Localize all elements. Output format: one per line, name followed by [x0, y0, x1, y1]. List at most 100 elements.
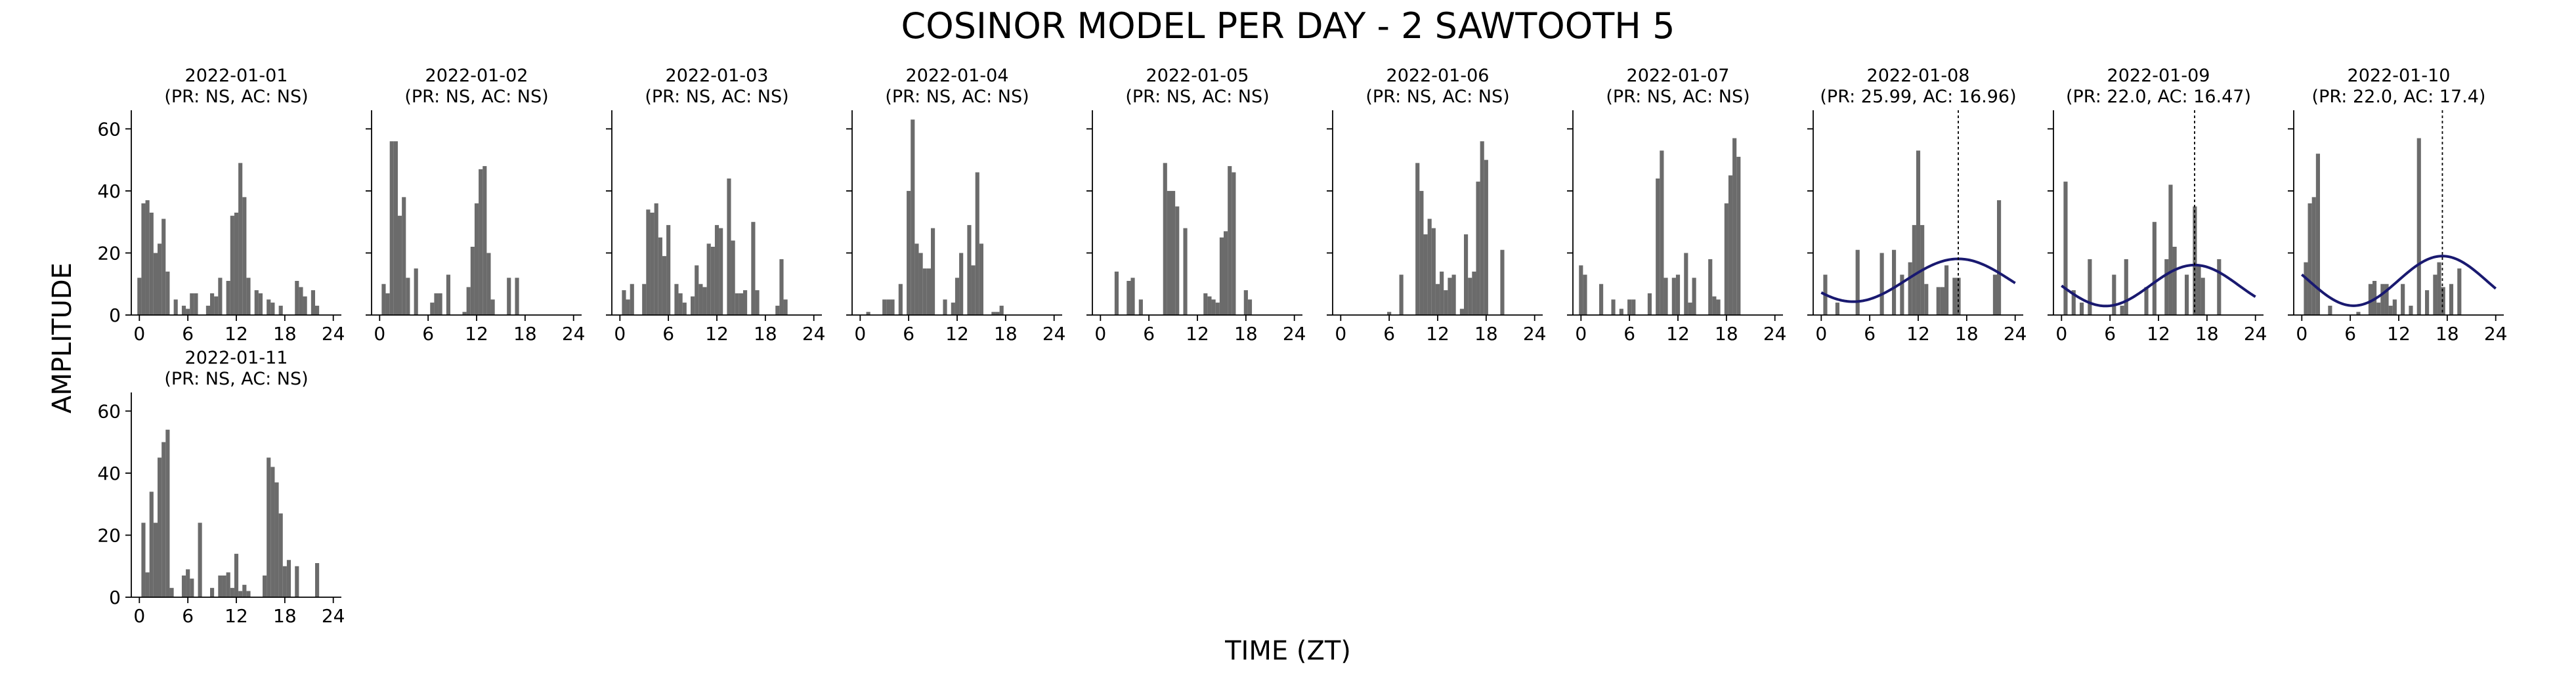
bar: [1944, 265, 1949, 315]
x-tick-label: 18: [994, 323, 1018, 345]
bar: [1908, 262, 1912, 315]
bar: [181, 575, 186, 597]
day-panel: 2022-01-05(PR: NS, AC: NS) 0 6 12 18 24: [1086, 66, 1306, 345]
bar: [2168, 184, 2173, 315]
bar: [866, 312, 870, 315]
bar: [153, 522, 158, 597]
bar: [230, 587, 234, 597]
bar: [161, 219, 166, 315]
bar: [2388, 305, 2393, 315]
bar: [295, 281, 299, 315]
bar: [1708, 259, 1713, 315]
bar: [1228, 166, 1232, 315]
bar: [1664, 278, 1668, 315]
bar: [2457, 268, 2462, 315]
cosinor-fit-line: [1820, 257, 2016, 303]
bar: [2437, 262, 2441, 315]
bar: [658, 237, 662, 315]
bar: [2311, 197, 2316, 315]
bar: [979, 243, 983, 315]
bar: [1138, 299, 1143, 315]
x-tick-label: 0: [854, 323, 866, 345]
x-tick-label: 6: [1623, 323, 1635, 345]
bar: [270, 303, 275, 315]
bar: [1992, 274, 1997, 315]
bar: [2356, 312, 2361, 315]
bar: [2120, 305, 2124, 315]
x-tick-label: 12: [1426, 323, 1449, 345]
cosinor-fit-line: [2061, 263, 2256, 308]
bar: [385, 293, 390, 315]
x-tick-label: 0: [1335, 323, 1346, 345]
x-tick-label: 6: [1864, 323, 1876, 345]
bar: [2193, 206, 2197, 315]
y-tick-label: 60: [97, 400, 121, 422]
bar: [706, 243, 711, 315]
bar: [1855, 249, 1860, 315]
bar: [1688, 303, 1692, 315]
x-tick-label: 12: [1906, 323, 1930, 345]
bar: [630, 284, 634, 315]
bar: [1448, 278, 1452, 315]
bar: [642, 284, 647, 315]
day-panel: 2022-01-04(PR: NS, AC: NS) 0 6 12 18 24: [846, 66, 1066, 345]
bar: [682, 303, 687, 315]
x-tick-label: 6: [1143, 323, 1155, 345]
bar: [141, 203, 146, 315]
bar: [141, 522, 146, 597]
bar: [1387, 312, 1392, 315]
x-tick-label: 0: [2055, 323, 2067, 345]
bar: [975, 172, 979, 315]
bar: [2380, 284, 2385, 315]
y-tick-label: 60: [97, 118, 121, 140]
bar: [2425, 290, 2430, 315]
bar: [959, 253, 964, 315]
bar: [955, 278, 960, 315]
bar: [2071, 290, 2076, 315]
bar: [646, 209, 651, 315]
panel-stats-subtitle: (PR: NS, AC: NS): [1365, 87, 1509, 107]
bar: [1415, 163, 1420, 315]
bar: [698, 284, 703, 315]
bar: [1464, 234, 1469, 315]
panel-stats-subtitle: (PR: NS, AC: NS): [1606, 87, 1750, 107]
bar: [186, 308, 190, 315]
bar: [218, 575, 223, 597]
bar: [222, 575, 226, 597]
x-tick-label: 0: [133, 605, 145, 627]
panel-date-title: 2022-01-08: [1867, 66, 1970, 86]
bar: [951, 303, 955, 315]
bar: [898, 284, 903, 315]
bar: [1728, 175, 1733, 315]
x-tick-label: 24: [2244, 323, 2267, 345]
day-panel: 2022-01-08(PR: 25.99, AC: 16.96) 0 6 12 18 24: [1807, 66, 2027, 345]
bar: [1207, 296, 1212, 315]
bar: [1952, 278, 1957, 315]
bar: [674, 284, 679, 315]
bar: [238, 163, 243, 315]
day-panel: 2022-01-07(PR: NS, AC: NS) 0 6 12 18 24: [1567, 66, 1787, 345]
day-panel: 2022-01-06(PR: NS, AC: NS) 0 6 12 18 24: [1327, 66, 1547, 345]
x-tick-label: 6: [182, 323, 194, 345]
bar: [731, 240, 735, 315]
y-axis-label: AMPLITUDE: [47, 263, 77, 413]
x-tick-label: 6: [662, 323, 674, 345]
bar: [1419, 190, 1424, 315]
bar: [911, 119, 915, 315]
bar: [727, 179, 731, 315]
bar: [434, 293, 439, 315]
x-tick-label: 0: [1815, 323, 1827, 345]
bar: [882, 299, 887, 315]
bar: [622, 290, 626, 315]
bar: [438, 293, 442, 315]
bar: [242, 585, 247, 597]
bar: [446, 274, 450, 315]
bar: [1631, 299, 1636, 315]
bar: [315, 563, 320, 597]
x-tick-label: 6: [903, 323, 914, 345]
panel-date-title: 2022-01-09: [2107, 66, 2210, 86]
bar: [890, 299, 895, 315]
bar: [1692, 278, 1696, 315]
x-tick-label: 18: [2436, 323, 2459, 345]
